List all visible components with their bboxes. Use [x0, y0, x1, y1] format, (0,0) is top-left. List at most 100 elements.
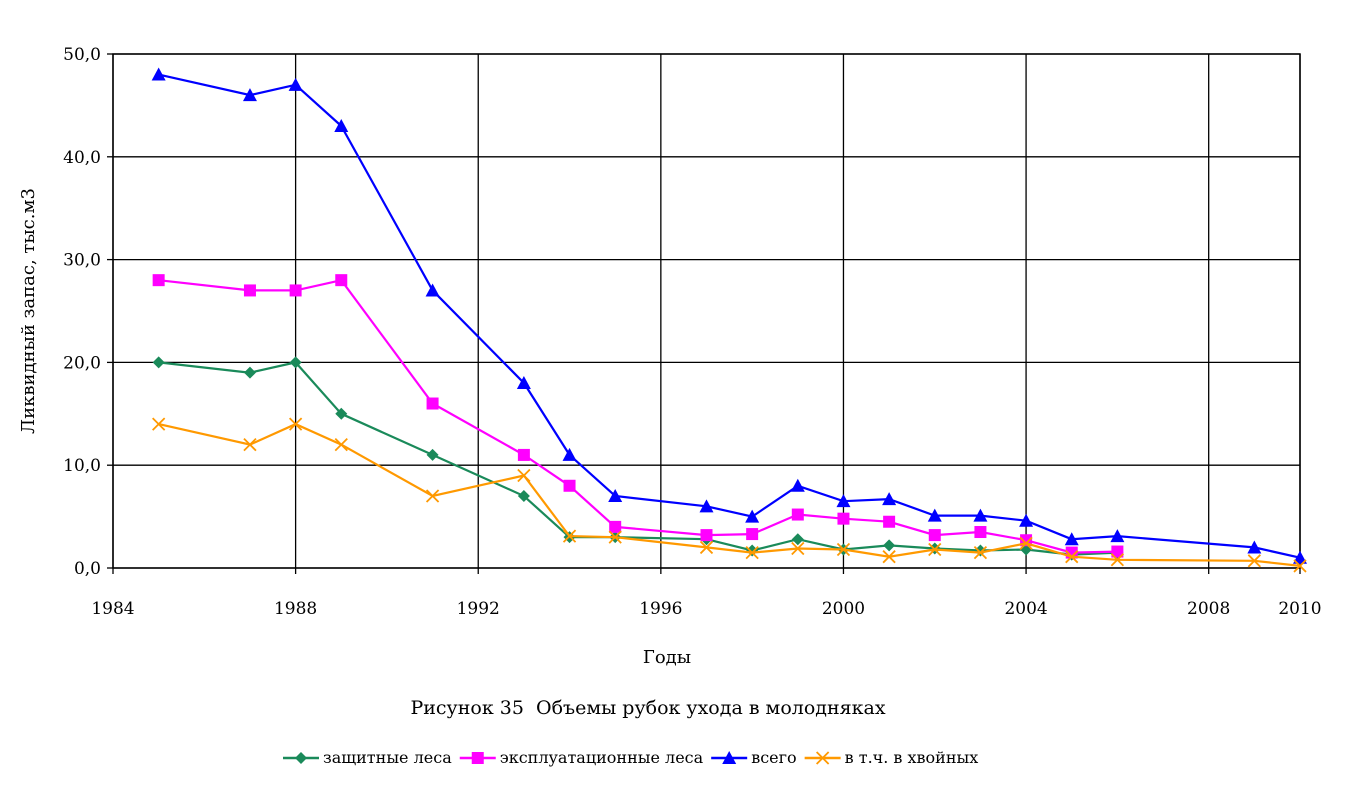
- y-tick-label: 10,0: [63, 456, 101, 476]
- x-marker: [745, 545, 759, 560]
- x-marker: [882, 550, 896, 564]
- square-marker: [471, 752, 484, 764]
- x-marker-stroke: [1019, 536, 1033, 550]
- square-marker: [1111, 545, 1124, 558]
- diamond-marker: [335, 407, 348, 420]
- x-marker-stroke: [791, 541, 805, 556]
- series-3: [151, 67, 1307, 564]
- x-marker: [699, 540, 714, 555]
- x-marker: [973, 545, 988, 560]
- x-marker-stroke: [928, 542, 942, 557]
- x-tick-label: 2008: [1187, 599, 1230, 619]
- square-marker: [335, 274, 348, 287]
- x-marker-stroke: [816, 751, 830, 765]
- x-marker-stroke: [882, 550, 896, 564]
- triangle-marker: [334, 118, 349, 132]
- tick-labels: 0,0 10,0 20,0 30,0 40,0 50,0 1984 1988 1992 1996 2…: [63, 45, 1321, 619]
- legend: защитные леса эксплуатационные леса всего в…: [283, 748, 978, 767]
- triangle-marker: [882, 492, 897, 506]
- x-tick-label: 1988: [274, 599, 317, 619]
- diamond-marker: [791, 533, 804, 546]
- triangle-marker: [973, 508, 988, 522]
- square-marker: [152, 274, 165, 287]
- x-marker: [836, 542, 851, 557]
- diamond-marker: [746, 544, 759, 557]
- x-tick-label: 1984: [91, 599, 134, 619]
- triangle-marker: [151, 67, 166, 81]
- triangle-marker: [1019, 513, 1034, 527]
- x-marker-stroke: [973, 545, 988, 560]
- x-marker-stroke: [745, 545, 759, 560]
- series-line: [158, 278, 1118, 554]
- triangle-marker: [1110, 529, 1125, 543]
- legend-entry-1: защитные леса: [283, 748, 452, 767]
- x-tick-label: 2004: [1004, 599, 1047, 619]
- x-tick-label: 2010: [1278, 599, 1321, 619]
- x-marker-stroke: [1247, 554, 1261, 568]
- x-marker: [928, 542, 942, 557]
- square-marker: [974, 526, 987, 539]
- diamond-marker: [974, 544, 987, 557]
- triangle-marker: [608, 489, 623, 503]
- axes: [107, 53, 1301, 574]
- triangle-marker: [1293, 550, 1307, 564]
- x-marker: [1247, 554, 1261, 568]
- triangle-marker: [790, 478, 805, 492]
- square-marker: [700, 529, 713, 542]
- square-marker: [746, 528, 759, 541]
- x-marker-stroke: [1293, 559, 1307, 573]
- series-4: [152, 417, 1307, 573]
- square-marker: [837, 512, 850, 525]
- x-marker-stroke: [1065, 550, 1079, 564]
- legend-entry-2: эксплуатационные леса: [459, 748, 704, 767]
- x-marker: [425, 489, 440, 503]
- triangle-marker: [745, 509, 760, 523]
- x-marker-stroke: [334, 438, 348, 452]
- x-marker: [1019, 536, 1033, 550]
- x-marker: [243, 438, 257, 452]
- x-marker: [334, 438, 348, 452]
- triangle-marker: [836, 494, 851, 508]
- data-series: [151, 67, 1307, 573]
- legend-entry-4: в т.ч. в хвойных: [804, 748, 978, 767]
- x-tick-label: 1996: [639, 599, 682, 619]
- x-marker-stroke: [1110, 553, 1125, 567]
- y-tick-label: 20,0: [63, 353, 101, 373]
- figure-caption: Рисунок 35 Объемы рубок ухода в молодняк…: [410, 697, 885, 719]
- x-axis-title: Годы: [643, 647, 691, 668]
- x-marker-stroke: [152, 417, 166, 431]
- series-line: [158, 361, 1118, 556]
- square-marker: [243, 284, 256, 297]
- x-marker: [816, 751, 830, 765]
- x-marker: [562, 529, 577, 543]
- x-marker-stroke: [425, 489, 440, 503]
- diamond-marker: [517, 490, 530, 503]
- x-tick-label: 1992: [457, 599, 500, 619]
- series-line: [158, 422, 1301, 567]
- square-marker: [609, 520, 622, 533]
- x-marker: [288, 417, 303, 431]
- square-marker: [426, 397, 439, 410]
- x-marker-stroke: [836, 542, 851, 557]
- x-marker: [517, 468, 531, 483]
- square-marker: [928, 529, 941, 542]
- x-marker-stroke: [288, 417, 303, 431]
- y-tick-label: 50,0: [63, 45, 101, 65]
- triangle-marker: [425, 283, 440, 297]
- triangle-marker: [516, 375, 531, 389]
- legend-label: эксплуатационные леса: [500, 748, 704, 767]
- triangle-marker: [1247, 540, 1262, 554]
- x-marker-stroke: [562, 529, 577, 543]
- x-marker-stroke: [243, 438, 257, 452]
- square-marker: [517, 448, 530, 461]
- square-marker: [563, 479, 576, 492]
- legend-label: защитные леса: [323, 748, 452, 767]
- triangle-marker: [562, 447, 577, 461]
- triangle-marker: [242, 88, 257, 102]
- triangle-marker: [699, 499, 714, 513]
- legend-label: всего: [751, 748, 796, 767]
- diamond-marker: [295, 752, 307, 764]
- y-axis-title: Ликвидный запас, тыс.м3: [18, 188, 39, 434]
- x-marker: [608, 530, 622, 544]
